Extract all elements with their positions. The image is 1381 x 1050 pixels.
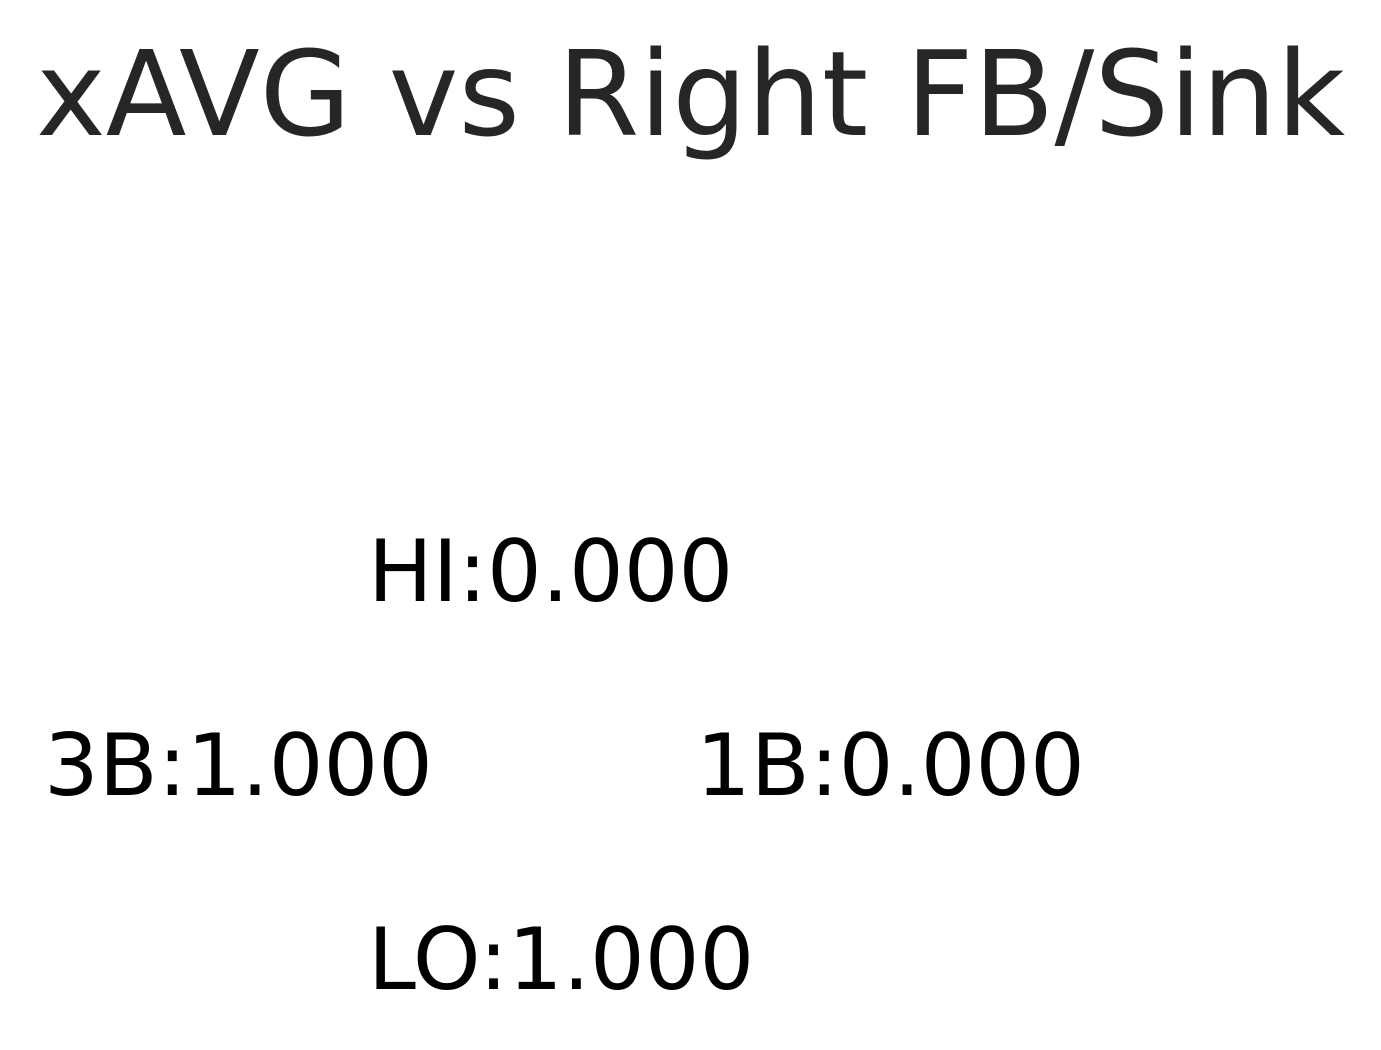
zone-label-lo: LO:1.000 [368,910,755,1010]
zone-label-hi: HI:0.000 [368,522,734,622]
zone-label-1b: 1B:0.000 [696,716,1085,816]
chart-title: xAVG vs Right FB/Sink [35,25,1346,163]
zone-label-3b: 3B:1.000 [44,716,433,816]
